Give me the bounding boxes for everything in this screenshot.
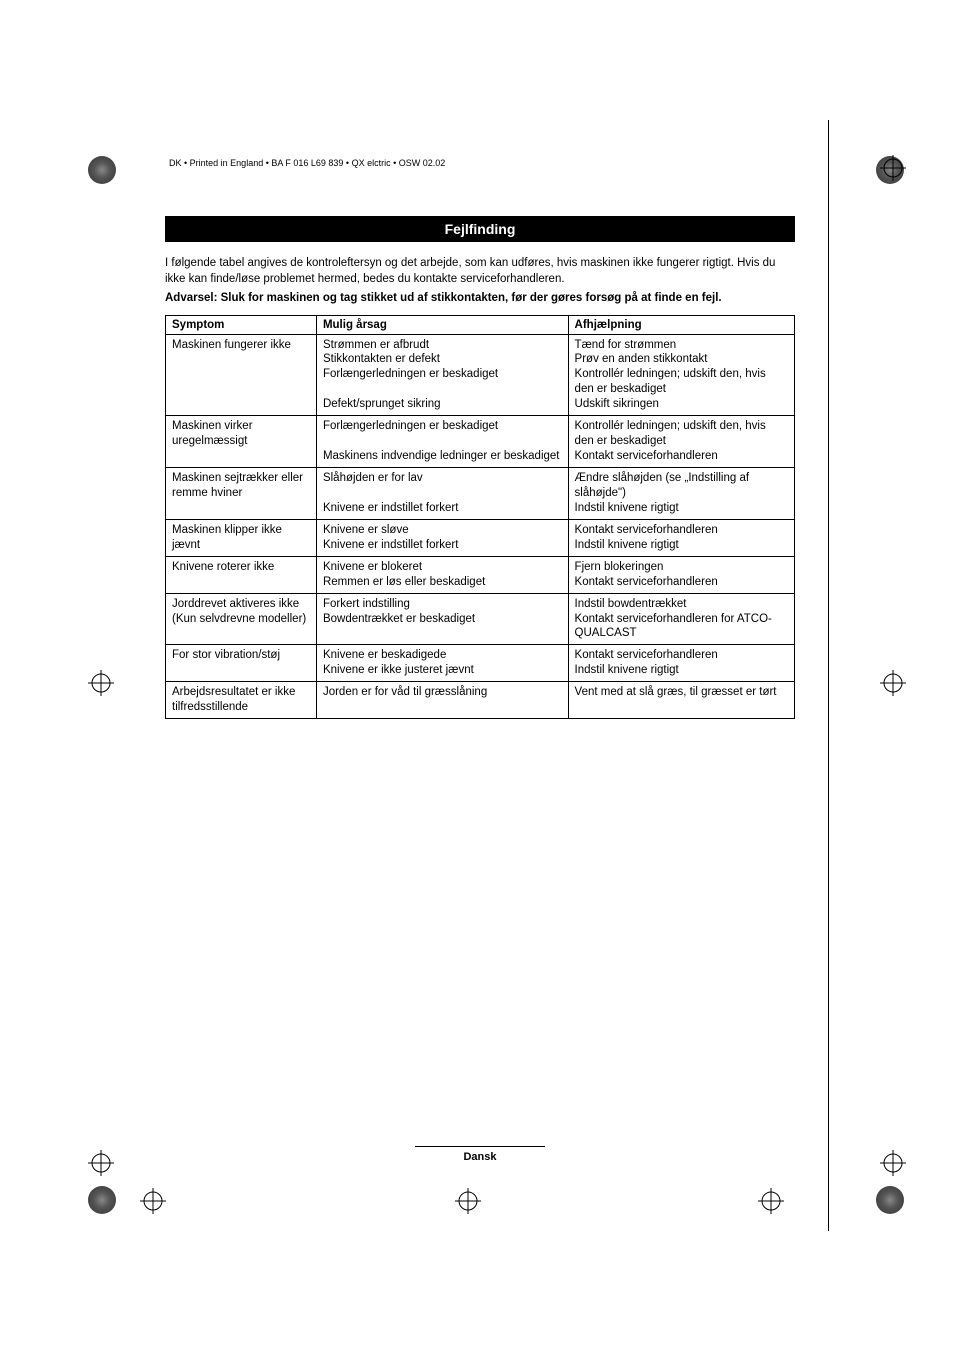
registration-mark-icon bbox=[455, 1188, 481, 1214]
cell-remedy: Kontrollér ledningen; udskift den, hvis … bbox=[568, 416, 794, 468]
footer-language: Dansk bbox=[165, 1146, 795, 1163]
table-row: Maskinen fungerer ikkeStrømmen er afbrud… bbox=[166, 334, 795, 416]
cell-cause: Knivene er blokeret Remmen er løs eller … bbox=[316, 556, 568, 593]
registration-mark-icon bbox=[880, 1150, 906, 1176]
registration-mark-icon bbox=[758, 1188, 784, 1214]
section-title: Fejlfinding bbox=[165, 216, 795, 242]
footer-rule bbox=[415, 1146, 545, 1147]
page-right-rule bbox=[828, 120, 829, 1231]
cell-symptom: Arbejdsresultatet er ikke tilfredsstille… bbox=[166, 682, 317, 719]
cell-symptom: Maskinen virker uregelmæssigt bbox=[166, 416, 317, 468]
troubleshoot-table: Symptom Mulig årsag Afhjælpning Maskinen… bbox=[165, 315, 795, 720]
col-header-cause: Mulig årsag bbox=[316, 315, 568, 334]
col-header-symptom: Symptom bbox=[166, 315, 317, 334]
registration-mark-icon bbox=[880, 670, 906, 696]
table-header-row: Symptom Mulig årsag Afhjælpning bbox=[166, 315, 795, 334]
table-row: For stor vibration/støjKnivene er beskad… bbox=[166, 645, 795, 682]
cell-cause: Forkert indstilling Bowdentrækket er bes… bbox=[316, 593, 568, 645]
cell-symptom: Maskinen sejtrækker eller remme hviner bbox=[166, 468, 317, 520]
cell-cause: Knivene er sløve Knivene er indstillet f… bbox=[316, 519, 568, 556]
cell-remedy: Tænd for strømmen Prøv en anden stikkont… bbox=[568, 334, 794, 416]
print-mark-circle bbox=[876, 1186, 904, 1214]
intro-paragraph: I følgende tabel angives de kontrolefter… bbox=[165, 256, 795, 287]
cell-symptom: Jorddrevet aktiveres ikke (Kun selvdrevn… bbox=[166, 593, 317, 645]
registration-mark-icon bbox=[140, 1188, 166, 1214]
cell-remedy: Indstil bowdentrækket Kontakt servicefor… bbox=[568, 593, 794, 645]
table-row: Jorddrevet aktiveres ikke (Kun selvdrevn… bbox=[166, 593, 795, 645]
table-row: Arbejdsresultatet er ikke tilfredsstille… bbox=[166, 682, 795, 719]
cell-symptom: For stor vibration/støj bbox=[166, 645, 317, 682]
cell-cause: Jorden er for våd til græsslåning bbox=[316, 682, 568, 719]
cell-cause: Strømmen er afbrudt Stikkontakten er def… bbox=[316, 334, 568, 416]
footer-language-label: Dansk bbox=[463, 1151, 496, 1163]
cell-cause: Slåhøjden er for lav Knivene er indstill… bbox=[316, 468, 568, 520]
cell-remedy: Vent med at slå græs, til græsset er tør… bbox=[568, 682, 794, 719]
cell-symptom: Maskinen fungerer ikke bbox=[166, 334, 317, 416]
col-header-remedy: Afhjælpning bbox=[568, 315, 794, 334]
table-row: Knivene roterer ikkeKnivene er blokeret … bbox=[166, 556, 795, 593]
table-row: Maskinen sejtrækker eller remme hvinerSl… bbox=[166, 468, 795, 520]
registration-mark-icon bbox=[88, 1150, 114, 1176]
print-mark-circle bbox=[88, 1186, 116, 1214]
cell-cause: Forlængerledningen er beskadiget Maskine… bbox=[316, 416, 568, 468]
print-mark-circle bbox=[88, 156, 116, 184]
table-row: Maskinen virker uregelmæssigtForlængerle… bbox=[166, 416, 795, 468]
header-meta-line: DK • Printed in England • BA F 016 L69 8… bbox=[165, 158, 795, 168]
registration-mark-icon bbox=[880, 155, 906, 181]
registration-mark-icon bbox=[88, 670, 114, 696]
cell-symptom: Knivene roterer ikke bbox=[166, 556, 317, 593]
cell-cause: Knivene er beskadigede Knivene er ikke j… bbox=[316, 645, 568, 682]
table-row: Maskinen klipper ikke jævntKnivene er sl… bbox=[166, 519, 795, 556]
cell-remedy: Ændre slåhøjden (se „Indstilling af slåh… bbox=[568, 468, 794, 520]
warning-paragraph: Advarsel: Sluk for maskinen og tag stikk… bbox=[165, 291, 795, 307]
page-content: DK • Printed in England • BA F 016 L69 8… bbox=[165, 158, 795, 719]
cell-remedy: Fjern blokeringen Kontakt serviceforhand… bbox=[568, 556, 794, 593]
cell-remedy: Kontakt serviceforhandleren Indstil kniv… bbox=[568, 519, 794, 556]
cell-symptom: Maskinen klipper ikke jævnt bbox=[166, 519, 317, 556]
cell-remedy: Kontakt serviceforhandleren Indstil kniv… bbox=[568, 645, 794, 682]
